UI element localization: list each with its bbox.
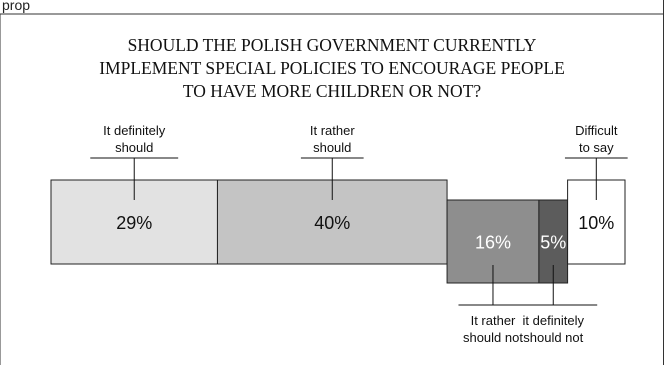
title-line-1: SHOULD THE POLISH GOVERNMENT CURRENTLY xyxy=(128,35,537,55)
category-label-2-line-1: It rather xyxy=(310,123,355,138)
value-label-3: 16% xyxy=(475,233,511,253)
value-label-4: 5% xyxy=(540,233,566,253)
category-labels: It definitely should It rather should It rat… xyxy=(90,123,628,345)
chart-title: SHOULD THE POLISH GOVERNMENT CURRENTLY IM… xyxy=(99,35,565,101)
value-label-5: 10% xyxy=(578,213,614,233)
category-label-3-line-1: It rather xyxy=(471,313,516,328)
category-label-5-line-2: to say xyxy=(579,140,614,155)
category-label-4-line-1: it definitely xyxy=(523,313,585,328)
title-line-2: IMPLEMENT SPECIAL POLICIES TO ENCOURAGE … xyxy=(99,58,565,78)
top-label: prop xyxy=(2,0,30,13)
value-labels: 29% 40% 16% 5% 10% xyxy=(116,213,614,253)
category-label-2-line-2: should xyxy=(313,140,351,155)
category-label-1-line-2: should xyxy=(115,140,153,155)
value-label-1: 29% xyxy=(116,213,152,233)
category-label-1-line-1: It definitely xyxy=(103,123,166,138)
value-label-2: 40% xyxy=(314,213,350,233)
category-label-3-line-2: should not xyxy=(463,330,523,345)
category-label-5-line-1: Difficult xyxy=(575,123,618,138)
title-line-3: TO HAVE MORE CHILDREN OR NOT? xyxy=(183,81,482,101)
category-label-4-line-2: should not xyxy=(523,330,583,345)
